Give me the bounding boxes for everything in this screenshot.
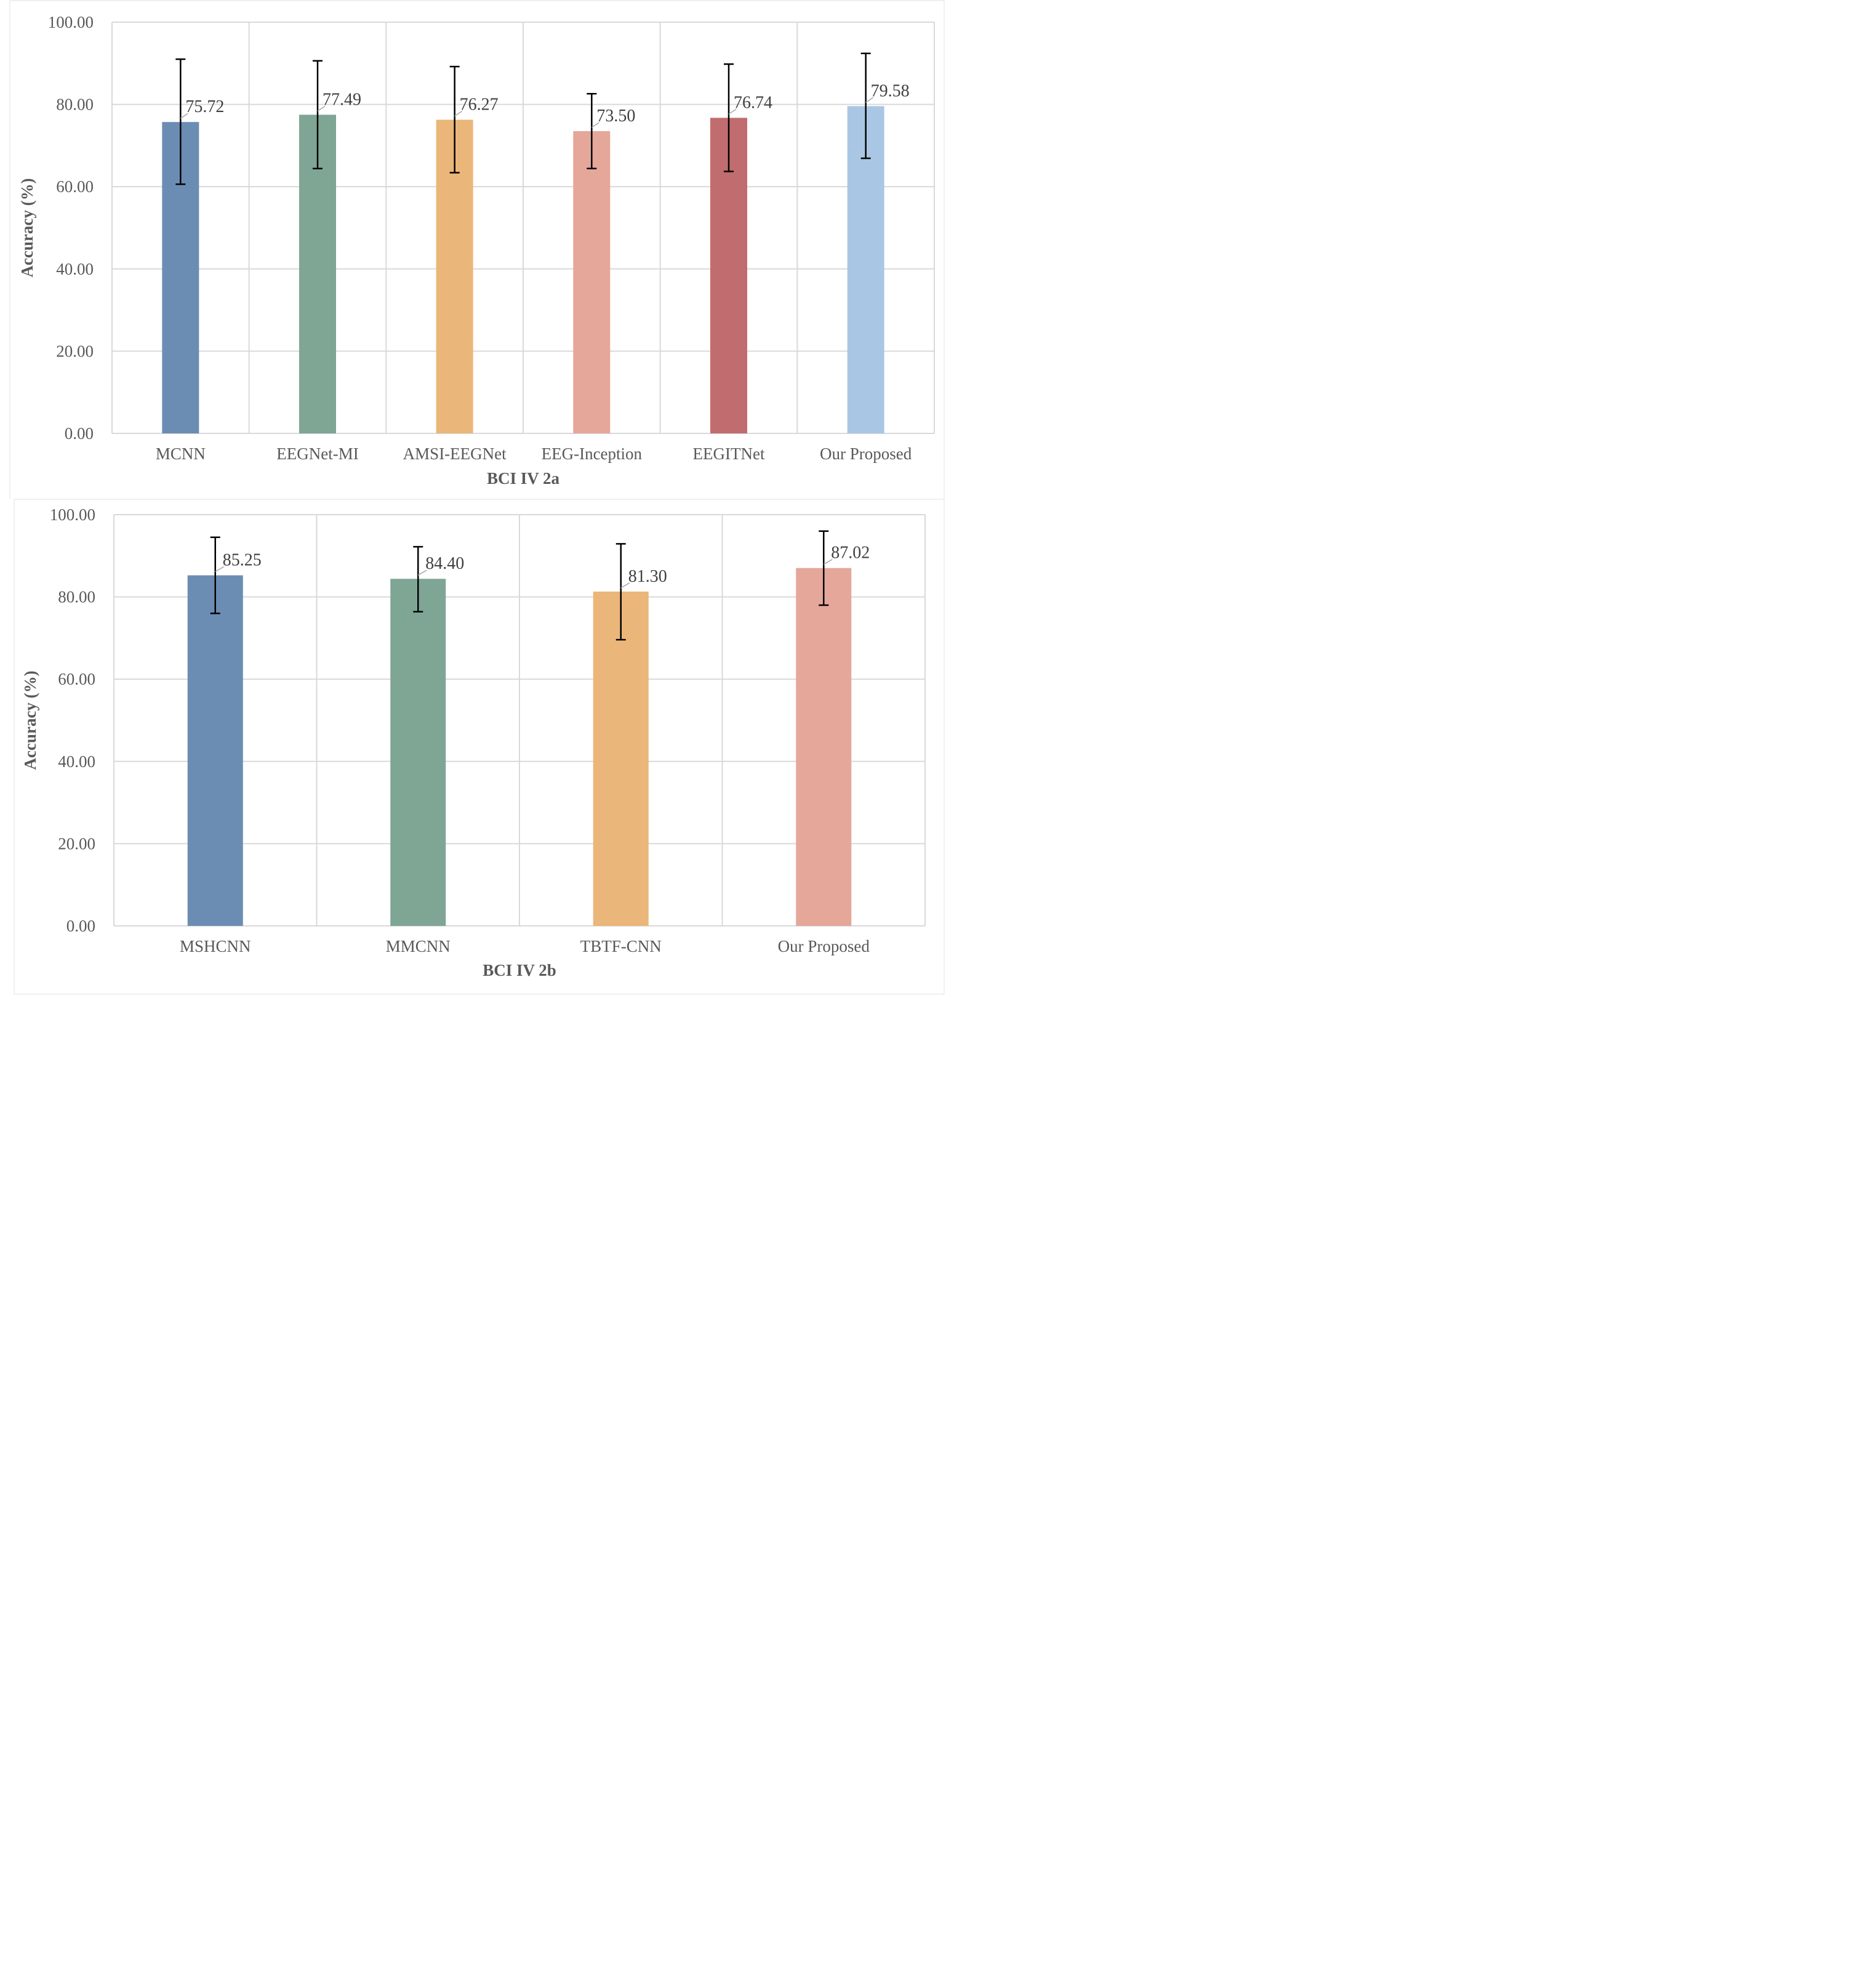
y-tick-label: 60.00 — [56, 177, 94, 196]
x-category-label: TBTF-CNN — [580, 937, 662, 955]
value-label: 73.50 — [596, 107, 635, 126]
chart-bci-iv-2b: 0.00 20.00 40.00 60.00 80.00 100.00 85.25 MSHCN… — [21, 505, 926, 979]
bar — [593, 591, 649, 926]
bar — [390, 579, 446, 926]
bar — [187, 575, 243, 926]
label-leader — [215, 566, 225, 573]
x-category-label: EEGNet-MI — [276, 444, 358, 463]
y-tick-label: 0.00 — [66, 917, 95, 935]
value-label: 87.02 — [831, 544, 870, 563]
y-tick-label: 20.00 — [58, 834, 95, 853]
label-leader — [180, 113, 188, 119]
bar — [796, 568, 852, 926]
label-leader — [317, 105, 326, 111]
x-category-label: AMSI-EEGNet — [403, 444, 507, 463]
y-tick-label: 40.00 — [56, 260, 94, 278]
y-axis-title: Accuracy (%) — [21, 670, 39, 770]
y-tick-label: 80.00 — [56, 95, 94, 114]
value-label: 79.58 — [871, 81, 910, 100]
chart-panel-bci-2a: 0.00 20.00 40.00 60.00 80.00 100.00 75.72 MCNN 7… — [0, 0, 945, 500]
bar — [847, 106, 884, 434]
label-leader — [591, 122, 599, 128]
x-category-label: EEGITNet — [693, 444, 765, 463]
label-leader — [728, 108, 737, 115]
x-category-label: EEG-Inception — [542, 444, 643, 463]
value-label: 76.74 — [734, 93, 772, 112]
value-label: 84.40 — [425, 554, 464, 573]
value-label: 77.49 — [323, 90, 361, 109]
chart-bci-iv-2a: 0.00 20.00 40.00 60.00 80.00 100.00 75.72 MCNN 7… — [18, 13, 935, 488]
value-label: 85.25 — [223, 551, 262, 570]
y-tick-label: 100.00 — [50, 505, 95, 524]
y-tick-label: 20.00 — [56, 342, 94, 360]
x-category-label: MSHCNN — [180, 937, 251, 955]
x-category-label: MMCNN — [386, 937, 451, 955]
label-leader — [620, 582, 630, 589]
x-category-label: MCNN — [156, 444, 206, 463]
x-category-label: Our Proposed — [820, 444, 912, 463]
y-tick-label: 100.00 — [48, 13, 94, 31]
y-tick-label: 0.00 — [65, 424, 94, 443]
x-axis-title: BCI IV 2b — [483, 961, 556, 979]
y-tick-label: 80.00 — [58, 588, 95, 606]
y-axis-title: Accuracy (%) — [18, 178, 36, 277]
label-leader — [823, 559, 833, 565]
label-leader — [417, 569, 427, 576]
value-label: 75.72 — [185, 97, 224, 116]
label-leader — [454, 110, 463, 117]
value-label: 81.30 — [628, 567, 667, 586]
y-tick-label: 40.00 — [58, 752, 95, 771]
bar — [573, 131, 611, 433]
label-leader — [865, 97, 874, 103]
chart-panel-bci-2b: 0.00 20.00 40.00 60.00 80.00 100.00 85.25 MSHCN… — [0, 499, 945, 995]
x-axis-title: BCI IV 2a — [487, 469, 560, 488]
y-tick-label: 60.00 — [58, 670, 95, 688]
x-category-label: Our Proposed — [778, 937, 870, 955]
value-label: 76.27 — [460, 95, 499, 115]
